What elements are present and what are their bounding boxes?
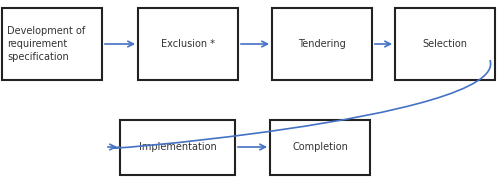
Bar bbox=[395, 8, 495, 80]
Bar bbox=[2, 8, 102, 80]
Text: Selection: Selection bbox=[422, 39, 468, 49]
Text: Exclusion *: Exclusion * bbox=[161, 39, 215, 49]
Bar bbox=[270, 120, 370, 175]
Text: Implementation: Implementation bbox=[138, 143, 216, 153]
Bar bbox=[120, 120, 235, 175]
Text: Tendering: Tendering bbox=[298, 39, 346, 49]
Text: Development of
requirement
specification: Development of requirement specification bbox=[7, 26, 85, 62]
Bar bbox=[138, 8, 238, 80]
Text: Completion: Completion bbox=[292, 143, 348, 153]
Bar bbox=[272, 8, 372, 80]
